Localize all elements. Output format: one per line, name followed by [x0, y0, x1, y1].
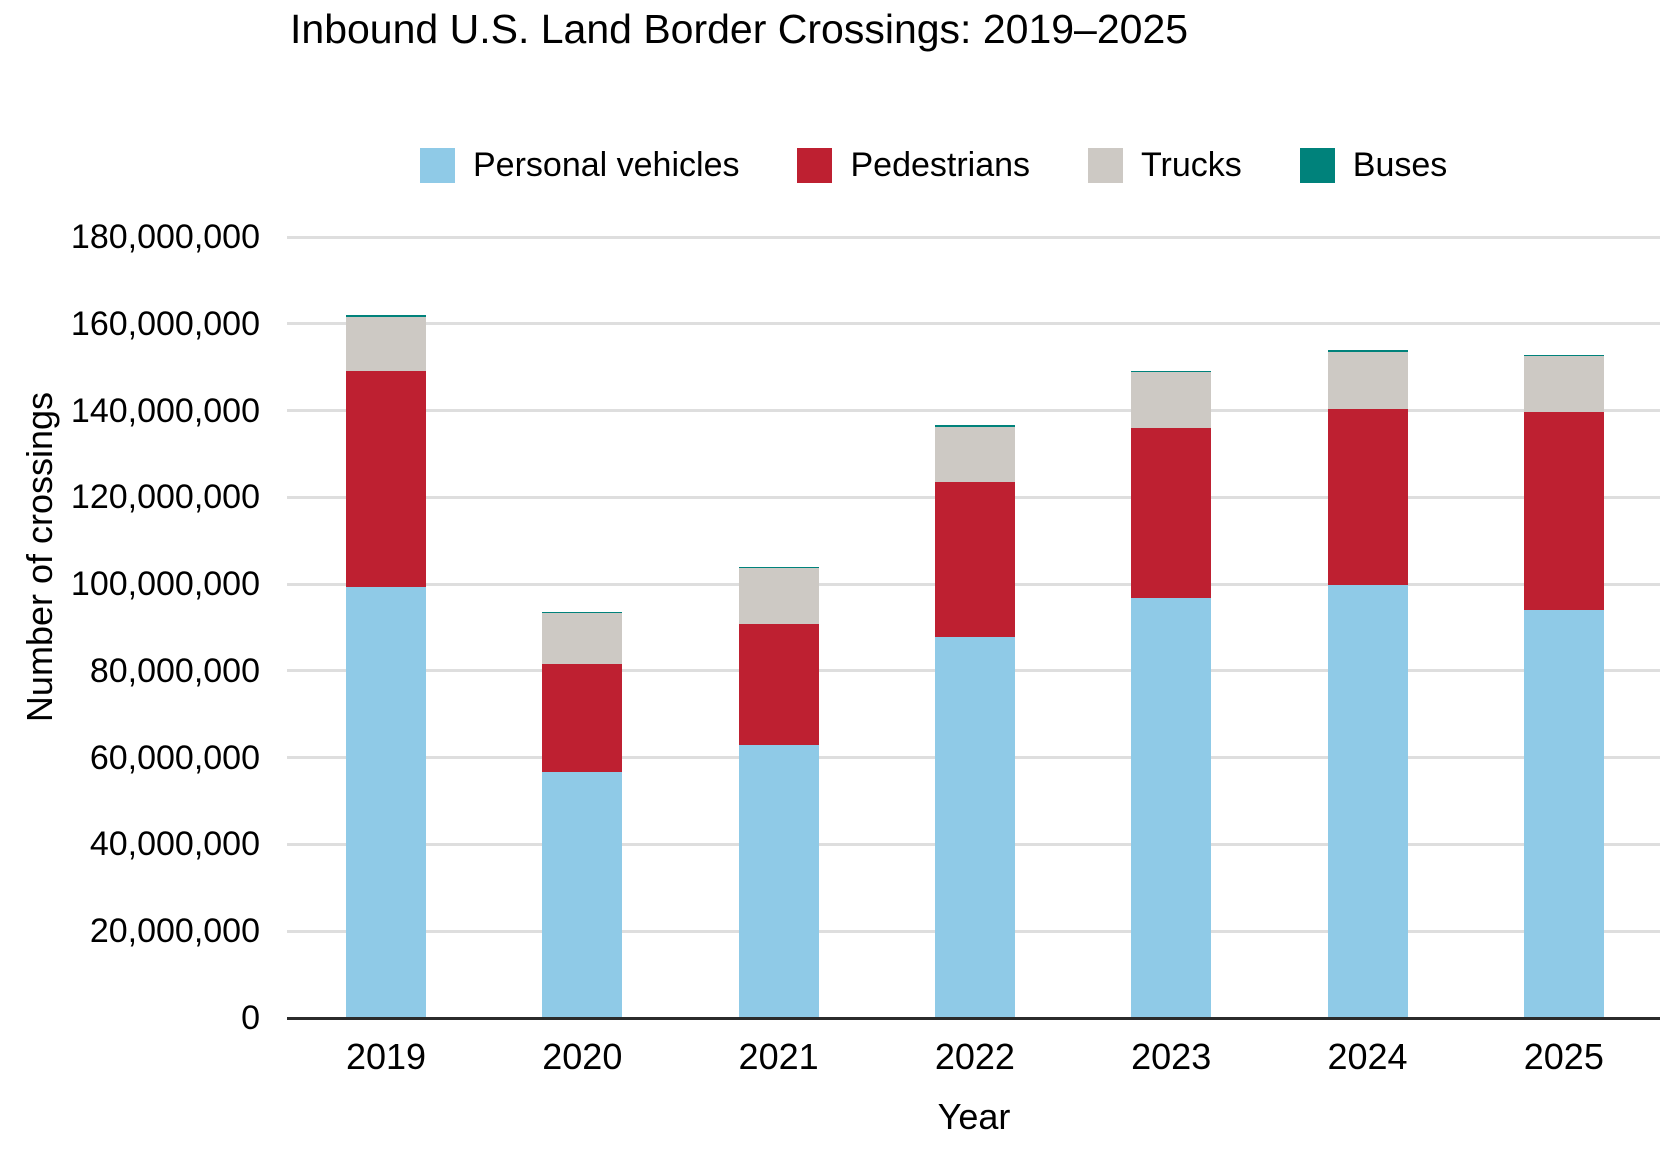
bar-segment-personal-vehicles-2022 — [934, 637, 1015, 1018]
bar-segment-buses-2022 — [934, 425, 1015, 427]
y-tick-label: 80,000,000 — [89, 651, 260, 690]
legend-item-buses: Buses — [1299, 146, 1448, 185]
legend-swatch-trucks — [1088, 148, 1124, 183]
bar-segment-trucks-2021 — [738, 568, 819, 624]
bar-segment-pedestrians-2022 — [934, 482, 1015, 638]
x-tick-label: 2023 — [1131, 1036, 1212, 1077]
legend-swatch-personal-vehicles — [420, 148, 455, 183]
x-axis-title: Year — [937, 1096, 1011, 1137]
bar-segment-trucks-2023 — [1131, 372, 1212, 428]
bar-segment-personal-vehicles-2023 — [1131, 597, 1212, 1018]
bar-segment-pedestrians-2019 — [346, 370, 426, 588]
y-tick-label: 140,000,000 — [70, 391, 260, 430]
bar-segment-trucks-2019 — [346, 317, 426, 371]
gridline — [287, 235, 1660, 239]
legend-label-pedestrians: Pedestrians — [850, 146, 1031, 184]
legend-label-buses: Buses — [1352, 146, 1448, 184]
x-tick-label: 2024 — [1327, 1036, 1408, 1077]
bar-segment-buses-2025 — [1523, 355, 1604, 357]
bar-segment-personal-vehicles-2025 — [1523, 609, 1604, 1018]
x-tick-label: 2020 — [542, 1036, 623, 1077]
x-tick-label: 2025 — [1523, 1036, 1604, 1077]
legend-item-personal-vehicles: Personal vehicles — [420, 146, 739, 185]
bar-segment-pedestrians-2025 — [1523, 411, 1604, 610]
bar-segment-trucks-2024 — [1327, 351, 1408, 409]
gridline — [287, 409, 1660, 413]
legend-swatch-pedestrians — [797, 148, 833, 183]
bar-segment-pedestrians-2021 — [738, 623, 819, 746]
bar-segment-personal-vehicles-2021 — [738, 745, 819, 1018]
bar-segment-trucks-2025 — [1523, 356, 1604, 412]
bar-segment-trucks-2022 — [934, 426, 1015, 483]
bar-segment-personal-vehicles-2024 — [1327, 585, 1408, 1018]
bar-segment-buses-2019 — [346, 315, 426, 318]
legend-item-pedestrians: Pedestrians — [797, 146, 1030, 185]
y-tick-label: 160,000,000 — [70, 304, 260, 343]
chart-title: Inbound U.S. Land Border Crossings: 2019… — [290, 6, 1189, 52]
legend-label-personal-vehicles: Personal vehicles — [473, 146, 740, 184]
legend-swatch-buses — [1299, 148, 1335, 183]
bar-segment-pedestrians-2020 — [542, 663, 623, 772]
y-tick-label: 20,000,000 — [89, 912, 260, 951]
bar-segment-buses-2024 — [1327, 350, 1408, 352]
bar-segment-buses-2021 — [738, 567, 819, 569]
y-tick-label: 0 — [241, 999, 260, 1037]
bar-segment-pedestrians-2024 — [1327, 408, 1408, 586]
legend-label-trucks: Trucks — [1141, 146, 1242, 184]
x-tick-label: 2021 — [738, 1036, 819, 1077]
bar-segment-buses-2023 — [1131, 371, 1212, 373]
x-tick-label: 2019 — [345, 1036, 427, 1077]
x-axis-line — [287, 1017, 1660, 1020]
x-tick-label: 2022 — [934, 1036, 1015, 1077]
legend-item-trucks: Trucks — [1088, 146, 1242, 185]
y-tick-label: 40,000,000 — [89, 825, 260, 864]
y-tick-label: 120,000,000 — [70, 478, 260, 517]
bar-segment-personal-vehicles-2019 — [346, 587, 426, 1018]
y-tick-label: 180,000,000 — [70, 218, 260, 256]
bar-segment-pedestrians-2023 — [1131, 427, 1212, 598]
bar-segment-trucks-2020 — [542, 613, 623, 664]
legend: Personal vehicles Pedestrians Trucks Bus… — [420, 146, 1447, 185]
gridline — [287, 322, 1660, 326]
bar-segment-personal-vehicles-2020 — [542, 771, 623, 1018]
bar-segment-buses-2020 — [542, 611, 623, 614]
y-tick-label: 60,000,000 — [89, 738, 260, 777]
y-tick-label: 100,000,000 — [70, 565, 260, 604]
